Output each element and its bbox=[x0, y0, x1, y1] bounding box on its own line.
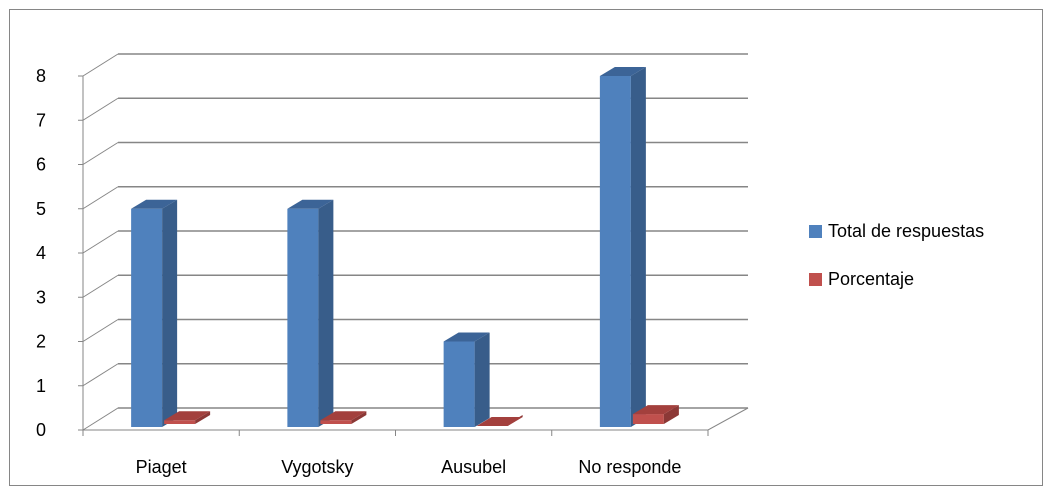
bar-side bbox=[663, 405, 679, 424]
bar-top bbox=[599, 67, 646, 76]
bars bbox=[131, 67, 679, 427]
chart-frame bbox=[9, 9, 1043, 486]
gridlines bbox=[82, 53, 748, 409]
bar bbox=[599, 67, 646, 427]
bar-top bbox=[476, 417, 523, 427]
y-tick-label: 5 bbox=[36, 199, 46, 219]
y-tick-label: 6 bbox=[36, 155, 46, 175]
bar-front bbox=[164, 420, 196, 424]
y-tick-label: 0 bbox=[36, 420, 46, 440]
bar-top bbox=[443, 332, 490, 342]
legend-swatch bbox=[809, 225, 822, 238]
x-tick-label: Ausubel bbox=[441, 457, 506, 477]
bar bbox=[443, 332, 490, 427]
bar-front bbox=[320, 420, 352, 424]
bar-side bbox=[195, 411, 211, 424]
gridline-side bbox=[82, 186, 119, 210]
y-tick-label: 1 bbox=[36, 376, 46, 396]
bar-front bbox=[632, 414, 664, 424]
bar-top bbox=[131, 199, 178, 209]
y-tick-label: 2 bbox=[36, 332, 46, 352]
bar-side bbox=[351, 411, 367, 424]
bar-front bbox=[287, 208, 319, 427]
gridline-side bbox=[82, 142, 119, 165]
y-tick-label: 3 bbox=[36, 287, 46, 307]
bar-front bbox=[443, 341, 475, 427]
bar bbox=[632, 405, 679, 424]
bar-side bbox=[474, 332, 490, 427]
bar-top bbox=[287, 199, 334, 209]
legend: Total de respuestas Porcentaje bbox=[809, 221, 984, 289]
legend-swatch bbox=[809, 273, 822, 286]
gridline-side bbox=[82, 319, 119, 342]
bar bbox=[131, 199, 178, 427]
bar-front bbox=[131, 208, 163, 427]
axes bbox=[78, 75, 749, 436]
gridline-side bbox=[82, 230, 119, 254]
bar-front bbox=[599, 76, 631, 427]
bar-side bbox=[630, 67, 646, 427]
axis-labels: 0 1 2 3 4 5 6 7 8 Piaget Vygotsky Ausubel No respond… bbox=[36, 66, 681, 477]
bar bbox=[287, 199, 334, 427]
gridline-side bbox=[82, 274, 119, 298]
bar bbox=[320, 411, 367, 424]
bar-side bbox=[318, 199, 334, 427]
gridline-side bbox=[82, 97, 119, 121]
bar-side bbox=[162, 199, 178, 427]
y-tick-label: 8 bbox=[36, 66, 46, 86]
bar bbox=[164, 411, 211, 424]
y-tick-label: 4 bbox=[36, 243, 46, 263]
gridline-side bbox=[82, 363, 119, 387]
legend-label: Porcentaje bbox=[828, 269, 914, 289]
bar-top bbox=[320, 411, 367, 421]
legend-label: Total de respuestas bbox=[828, 221, 984, 241]
x-tick-label: No responde bbox=[578, 457, 681, 477]
x-tick-label: Piaget bbox=[136, 457, 187, 477]
bar-top bbox=[164, 411, 211, 421]
x-tick-label: Vygotsky bbox=[281, 457, 353, 477]
y-tick-label: 7 bbox=[36, 110, 46, 130]
gridline-side bbox=[82, 53, 119, 77]
bar-top bbox=[632, 405, 679, 415]
bar bbox=[476, 415, 523, 427]
